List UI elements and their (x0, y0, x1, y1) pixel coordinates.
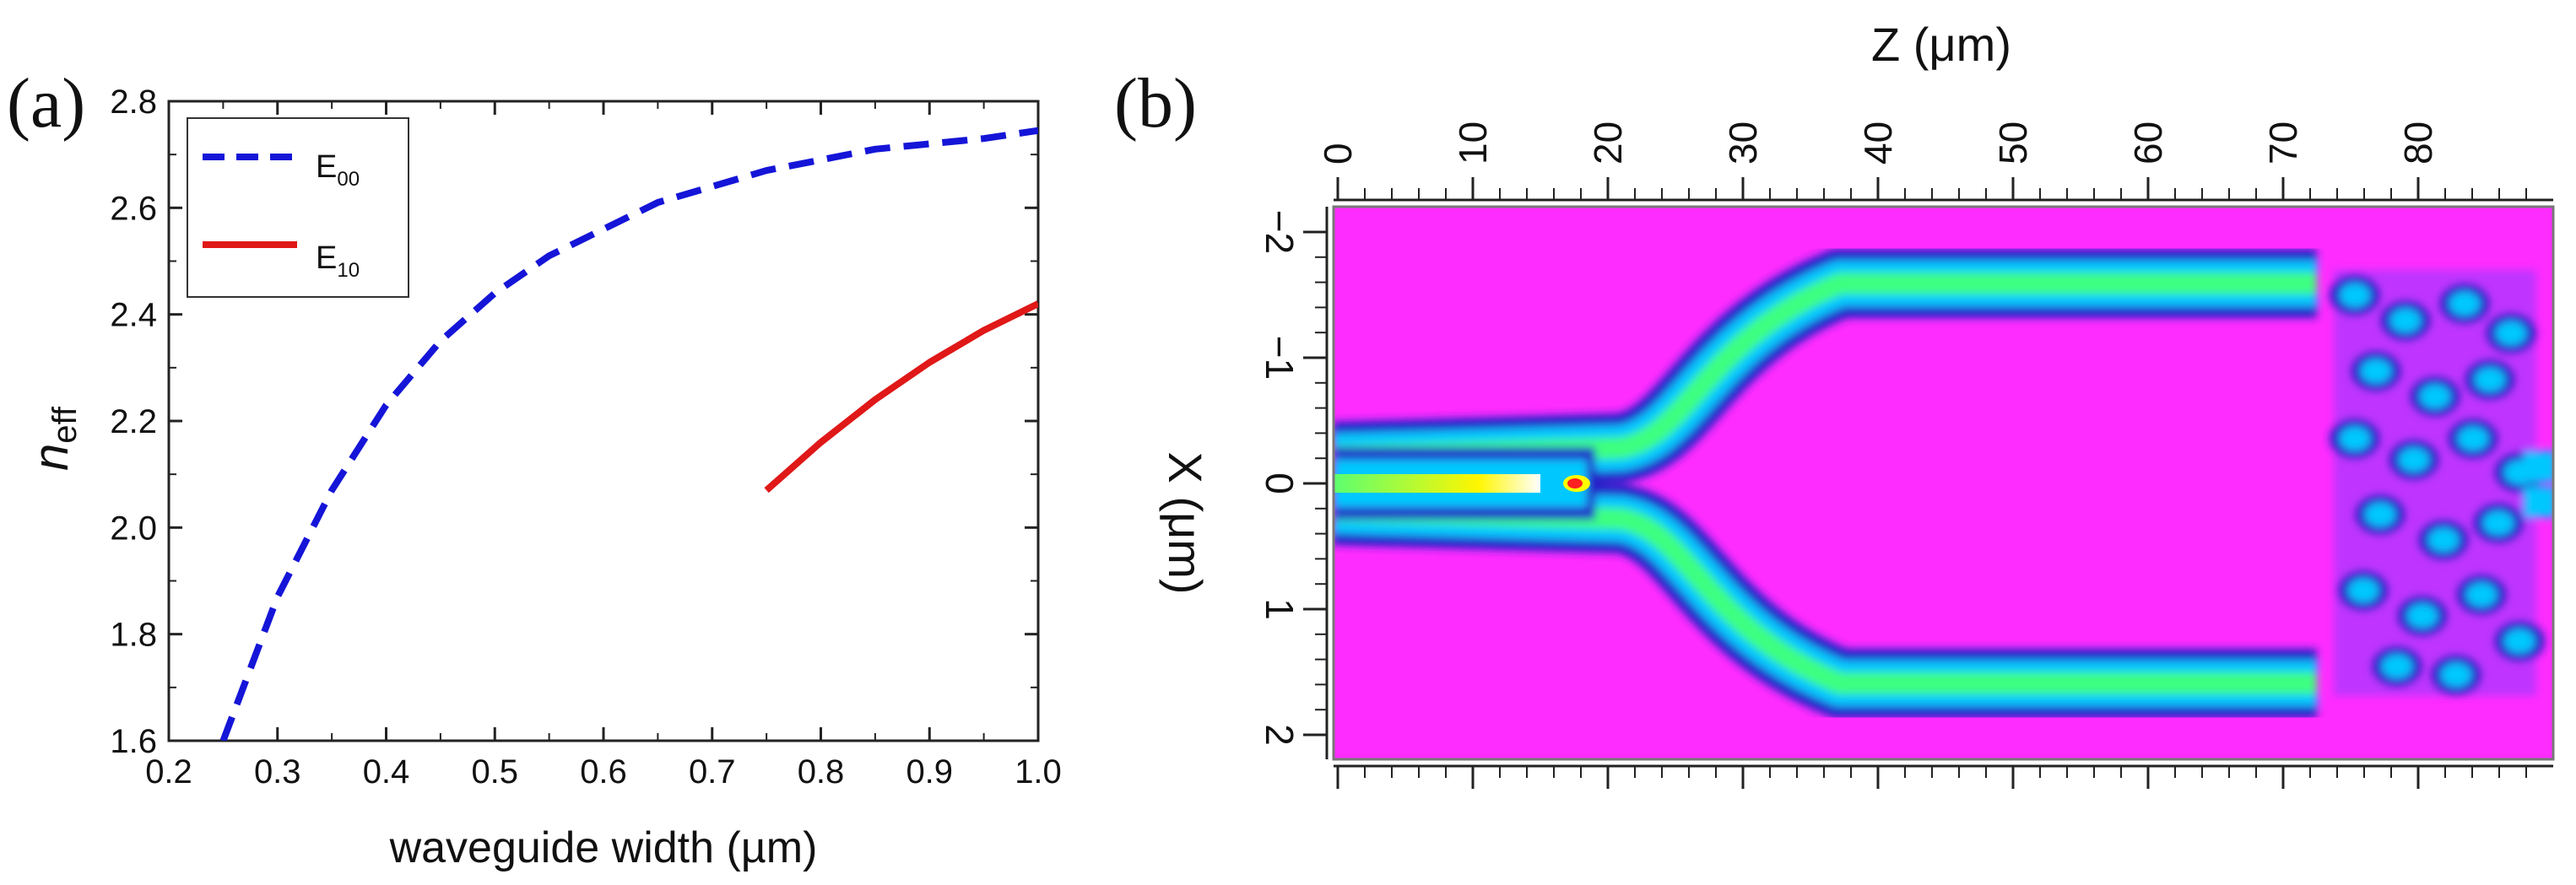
panel-a-label: (a) (7, 64, 85, 143)
panel-a-series (219, 127, 1038, 741)
mmi-blob-inner (2361, 359, 2391, 383)
x-tick-label-a: 0.2 (145, 753, 192, 791)
x-axis-title-a: waveguide width (µm) (389, 823, 818, 872)
z-tick-label: 70 (2261, 121, 2305, 165)
y-axis-title-a: neff (24, 406, 84, 471)
mmi-blob-inner (2466, 583, 2497, 607)
mmi-blob-inner (2428, 528, 2459, 552)
panel-b-field-map: (b) Z (μm) X (μm) 0 10 20 30 40 50 60 70 80−2−10… (1114, 18, 2555, 789)
z-tick-label: 0 (1316, 143, 1360, 165)
mmi-blob-inner (2340, 283, 2370, 307)
mmi-blob-inner (2420, 385, 2450, 408)
x-tick-label-a: 0.6 (580, 753, 627, 791)
mmi-blob-inner (2348, 579, 2378, 602)
y-tick-label-a: 1.6 (110, 723, 157, 760)
y-tick-label-a: 2.0 (110, 510, 157, 547)
x-axis-title-b: X (μm) (1159, 451, 1212, 594)
input-core-gradient (1334, 474, 1540, 493)
panel-b-ticks: 0 10 20 30 40 50 60 70 80 −2 −1 0 1 2 (1258, 121, 2553, 789)
mmi-blob-inner (2340, 427, 2370, 451)
z-tick-label: 20 (1586, 121, 1630, 165)
plot-area-b (1332, 205, 2555, 761)
y-tick-label-a: 2.4 (110, 297, 157, 334)
series-line-e10 (764, 300, 1038, 494)
y-tick-label-a: 2.2 (110, 403, 157, 440)
mmi-blob-inner (2390, 309, 2421, 332)
mmi-blob-inner (2407, 604, 2438, 628)
z-tick-label: 80 (2396, 121, 2440, 165)
z-tick-label: 10 (1451, 121, 1495, 165)
z-tick-label: 40 (1856, 121, 1900, 165)
mmi-blob-inner (2483, 511, 2514, 535)
mmi-blob-inner (2441, 663, 2471, 687)
x-tick-label-a: 0.4 (363, 753, 410, 791)
mmi-blob-inner (2496, 321, 2526, 345)
x-tick-label-b: 1 (1258, 598, 1302, 620)
legend-box (187, 117, 409, 298)
output-port (2524, 487, 2553, 517)
mmi-blob-inner (2399, 448, 2429, 472)
x-tick-label-a: 0.3 (254, 753, 301, 791)
hotspot-core (1334, 474, 1590, 493)
x-tick-label-a: 0.5 (471, 753, 518, 791)
z-axis-title-b: Z (μm) (1871, 18, 2011, 71)
panel-a-line-chart: (a) 0.2 0.3 0.4 0.5 0.6 0.7 0.8 0.9 1.0 1.6 1.8 2.0… (7, 64, 1062, 872)
legend-label-e10: E10 (316, 240, 360, 282)
z-tick-label: 50 (1991, 121, 2035, 165)
x-tick-label-a: 0.7 (689, 753, 736, 791)
legend-label-e00: E00 (316, 149, 360, 191)
x-tick-label-a: 1.0 (1015, 753, 1062, 791)
panel-a-ticks: 0.2 0.3 0.4 0.5 0.6 0.7 0.8 0.9 1.0 1.6 1.8 2.0 2.2 2… (110, 84, 1061, 791)
split-hotspot-red (1567, 478, 1583, 488)
series-line-e00 (219, 127, 1038, 741)
panel-b-label: (b) (1114, 64, 1197, 143)
z-tick-label: 60 (2126, 121, 2170, 165)
mmi-blob-inner (2365, 503, 2395, 526)
y-tick-label-a: 2.6 (110, 190, 157, 227)
x-tick-label-b: −1 (1258, 336, 1302, 380)
mmi-blob-inner (2458, 427, 2488, 451)
mmi-blob-inner (2504, 629, 2535, 653)
output-port (2524, 451, 2553, 482)
legend-a: E00 E10 (187, 117, 409, 298)
y-tick-label-a: 1.8 (110, 617, 157, 654)
x-tick-label-a: 0.9 (906, 753, 953, 791)
waveguide-arm-top-core (1334, 273, 2317, 467)
x-tick-label-a: 0.8 (798, 753, 845, 791)
mmi-blob-inner (2382, 655, 2412, 678)
x-tick-label-b: 0 (1258, 472, 1302, 494)
mmi-blob-inner (2475, 368, 2505, 391)
waveguide-arm-bottom-core (1334, 499, 2317, 694)
z-tick-label: 30 (1721, 121, 1765, 165)
x-tick-label-b: −2 (1258, 210, 1302, 254)
y-tick-label-a: 2.8 (110, 84, 157, 121)
optical-field-pattern (1334, 249, 2553, 718)
x-tick-label-b: 2 (1258, 724, 1302, 746)
mmi-blob-inner (2449, 292, 2480, 316)
